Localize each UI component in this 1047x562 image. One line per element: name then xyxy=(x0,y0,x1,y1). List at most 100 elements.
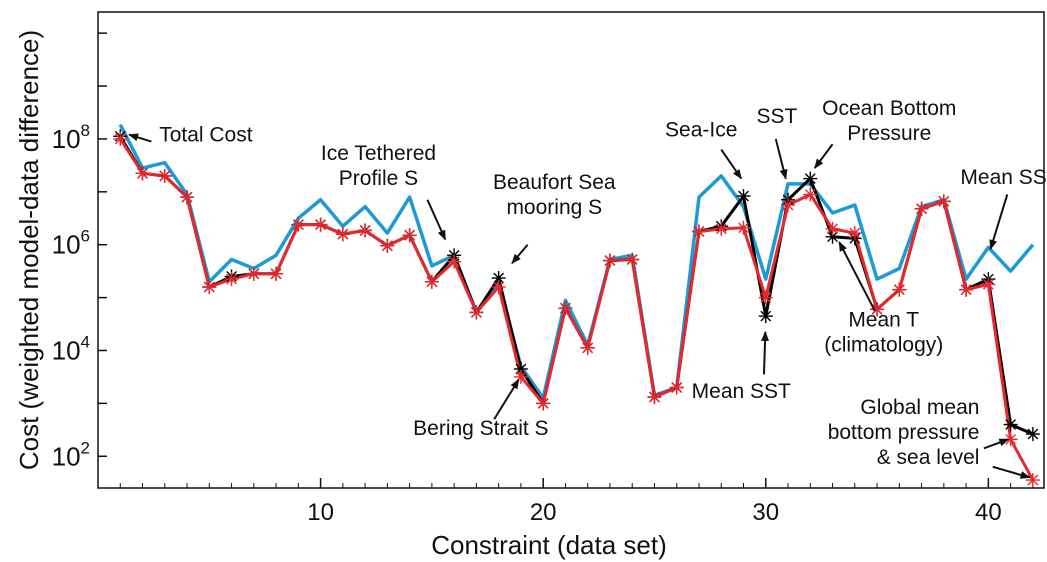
series-3-point xyxy=(936,194,951,209)
series-3-point xyxy=(447,254,462,269)
annotation-arrow xyxy=(493,378,520,420)
annotation-label: Profile S xyxy=(339,167,418,190)
series-3-point xyxy=(202,280,217,295)
series-3-point xyxy=(135,166,150,181)
series-3-point xyxy=(691,224,706,239)
x-tick-label: 10 xyxy=(307,499,334,526)
series-3-point xyxy=(647,390,662,405)
series-3-point xyxy=(491,280,506,295)
annotation-label: Ocean Bottom xyxy=(822,97,956,120)
annotation-label: (climatology) xyxy=(824,334,943,357)
annotation-label: Pressure xyxy=(847,122,931,145)
annotation-arrow xyxy=(426,199,447,241)
series-3-point xyxy=(157,168,172,183)
annotation-label: Mean SST xyxy=(692,380,791,403)
series-3-point xyxy=(113,131,128,146)
y-tick-exponent: 4 xyxy=(81,332,90,351)
series-3-point xyxy=(669,380,684,395)
annotation-label: Global mean xyxy=(860,396,979,419)
series-3-point xyxy=(402,228,417,243)
annotation-label: Mean SSS xyxy=(960,166,1047,189)
series-layer xyxy=(113,123,1040,488)
annotation-label: Sea-Ice xyxy=(665,118,737,141)
series-2-point xyxy=(825,229,840,244)
series-3-point xyxy=(424,274,439,289)
x-tick-label: 20 xyxy=(530,499,557,526)
series-3-point xyxy=(781,198,796,213)
annotation-label: mooring S xyxy=(506,196,602,219)
x-tick-label: 30 xyxy=(752,499,779,526)
annotation: Mean SST xyxy=(692,330,791,403)
annotation: Total Cost xyxy=(128,124,253,147)
annotation-arrow xyxy=(813,143,834,169)
annotation-arrow xyxy=(774,138,788,180)
y-tick-base: 10 xyxy=(52,441,81,471)
series-3-point xyxy=(291,217,306,232)
annotation-arrow xyxy=(720,148,743,180)
y-tick-exponent: 8 xyxy=(81,121,90,140)
y-tick-exponent: 2 xyxy=(81,438,90,457)
y-tick-base: 10 xyxy=(52,335,81,365)
series-3-point xyxy=(914,201,929,216)
series-3-point xyxy=(625,252,640,267)
series-3-point xyxy=(892,282,907,297)
series-2-point xyxy=(736,189,751,204)
annotation-label: SST xyxy=(756,105,797,128)
y-tick-label: 106 xyxy=(52,227,90,260)
annotation-arrow xyxy=(992,465,1031,479)
series-3-point xyxy=(536,396,551,411)
annotation-label: & sea level xyxy=(877,446,980,469)
series-3-point xyxy=(870,302,885,317)
annotation-label: bottom pressure xyxy=(828,421,980,444)
annotation: Mean T(climatology) xyxy=(824,241,943,357)
annotation-label: Mean T xyxy=(848,309,919,332)
annotation-arrow xyxy=(989,194,1009,250)
annotation-label: Beaufort Sea xyxy=(493,171,616,194)
series-3-point xyxy=(825,221,840,236)
y-tick-label: 102 xyxy=(52,438,90,471)
series-3-point xyxy=(758,290,773,305)
annotation-arrow xyxy=(838,241,876,312)
series-3-point xyxy=(224,272,239,287)
annotation-arrow xyxy=(983,438,1010,450)
annotation-arrow xyxy=(511,244,529,264)
y-tick-label: 108 xyxy=(52,121,90,154)
series-3-point xyxy=(580,340,595,355)
annotation-label: Ice Tethered xyxy=(321,142,436,165)
series-3-point xyxy=(269,266,284,281)
series-3-point xyxy=(736,220,751,235)
annotation: SST xyxy=(756,105,797,180)
series-3-point xyxy=(602,253,617,268)
x-axis-label: Constraint (data set) xyxy=(431,530,667,560)
series-3-point xyxy=(1025,473,1040,488)
series-2-point xyxy=(803,171,818,186)
annotation: Mean SSS xyxy=(960,166,1047,250)
annotation: Sea-Ice xyxy=(665,118,743,180)
series-3-point xyxy=(313,217,328,232)
annotation-label: Bering Strait S xyxy=(413,417,548,440)
y-tick-exponent: 6 xyxy=(81,227,90,246)
y-axis-label: Cost (weighted model-data difference) xyxy=(14,30,44,470)
series-3-point xyxy=(180,190,195,205)
series-2-point xyxy=(1003,417,1018,432)
series-3-point xyxy=(469,305,484,320)
series-3-point xyxy=(380,238,395,253)
annotation xyxy=(992,465,1031,479)
annotation-label: Total Cost xyxy=(159,124,253,147)
series-2-point xyxy=(758,309,773,324)
y-tick-label: 104 xyxy=(52,332,90,365)
series-3-point xyxy=(335,227,350,242)
series-3-point xyxy=(558,301,573,316)
y-tick-base: 10 xyxy=(52,230,81,260)
series-3-point xyxy=(358,223,373,238)
series-3-point xyxy=(959,282,974,297)
series-3-point xyxy=(513,369,528,384)
series-2-point xyxy=(1025,427,1040,442)
